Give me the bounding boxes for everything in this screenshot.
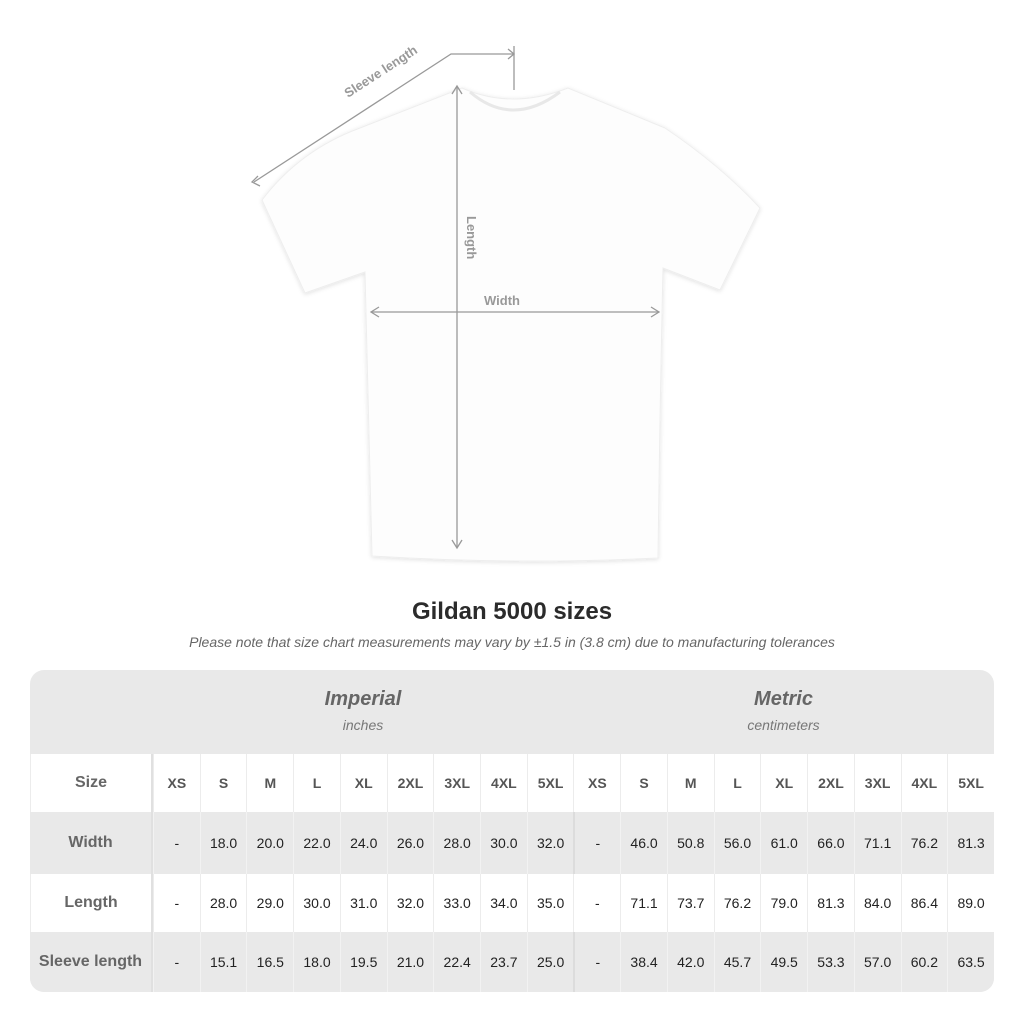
value-cell-metric: 81.3: [807, 874, 854, 932]
value-cell-metric: 79.0: [760, 874, 807, 932]
value-cell-metric: 38.4: [620, 932, 667, 992]
value-cell-metric: 76.2: [900, 812, 948, 874]
size-table: Imperial inches Metric centimeters Size X…: [30, 670, 994, 992]
value-cell-metric: -: [573, 932, 620, 992]
value-cell-imperial: 29.0: [246, 874, 293, 932]
value-cell-metric: 76.2: [713, 874, 761, 932]
value-cell-imperial: 30.0: [480, 812, 527, 874]
value-cell-imperial: 35.0: [526, 874, 574, 932]
value-cell-metric: 71.1: [620, 874, 667, 932]
value-cell-imperial: 28.0: [199, 874, 247, 932]
value-cell-metric: 42.0: [666, 932, 714, 992]
value-cell-metric: 46.0: [620, 812, 667, 874]
value-cell-imperial: 33.0: [433, 874, 480, 932]
row-label: Length: [30, 874, 153, 932]
value-cell-metric: 49.5: [760, 932, 807, 992]
value-cell-imperial: 21.0: [386, 932, 434, 992]
value-cell-metric: 60.2: [900, 932, 948, 992]
size-header-metric: 3XL: [853, 754, 901, 812]
value-cell-imperial: -: [153, 932, 200, 992]
value-cell-metric: 53.3: [807, 932, 854, 992]
value-cell-imperial: -: [153, 874, 200, 932]
value-cell-imperial: 24.0: [339, 812, 387, 874]
imperial-header: Imperial inches: [153, 670, 573, 754]
value-cell-imperial: 19.5: [339, 932, 387, 992]
value-cell-imperial: 26.0: [386, 812, 434, 874]
size-header-imperial: M: [246, 754, 293, 812]
value-cell-metric: 89.0: [947, 874, 994, 932]
length-label: Length: [464, 216, 479, 259]
value-cell-metric: 61.0: [760, 812, 807, 874]
value-cell-metric: 66.0: [807, 812, 854, 874]
value-cell-imperial: -: [153, 812, 200, 874]
size-header-imperial: 2XL: [386, 754, 434, 812]
size-header-metric: M: [666, 754, 714, 812]
sleeve-label: Sleeve length: [341, 42, 420, 100]
value-cell-imperial: 34.0: [480, 874, 527, 932]
page-title: Gildan 5000 sizes: [411, 598, 613, 625]
value-cell-metric: 45.7: [713, 932, 761, 992]
tshirt-shape: [261, 87, 761, 562]
value-cell-metric: 56.0: [713, 812, 761, 874]
value-cell-metric: 71.1: [853, 812, 901, 874]
value-cell-imperial: 32.0: [526, 812, 574, 874]
metric-label: Metric: [754, 688, 813, 710]
value-cell-imperial: 31.0: [339, 874, 387, 932]
width-label: Width: [484, 293, 520, 308]
size-header-metric: S: [620, 754, 667, 812]
value-cell-metric: -: [573, 812, 620, 874]
value-cell-metric: 86.4: [900, 874, 948, 932]
row-label: Width: [30, 812, 153, 874]
value-cell-imperial: 18.0: [199, 812, 247, 874]
value-cell-imperial: 18.0: [293, 932, 340, 992]
metric-header: Metric centimeters: [573, 670, 994, 754]
value-cell-imperial: 25.0: [526, 932, 574, 992]
size-header-imperial: XS: [153, 754, 200, 812]
value-cell-metric: 63.5: [947, 932, 994, 992]
imperial-unit: inches: [342, 717, 384, 733]
size-header-imperial: S: [199, 754, 247, 812]
row-label: Sleeve length: [30, 932, 153, 992]
size-header-row: Size XS S M L XL 2XL 3XL 4XL 5XL XS S M L XL 2XL 3XL 4XL 5…: [30, 754, 994, 812]
size-header-metric: 5XL: [947, 754, 994, 812]
value-cell-metric: 84.0: [853, 874, 901, 932]
size-header-metric: L: [713, 754, 761, 812]
value-cell-metric: -: [573, 874, 620, 932]
size-header-imperial: XL: [339, 754, 387, 812]
value-cell-imperial: 15.1: [199, 932, 247, 992]
table-row: Width -18.0 20.0 22.0 24.0 26.0 28.0 30.0 32.0-4…: [30, 812, 994, 874]
size-header-metric: 2XL: [807, 754, 854, 812]
sleeve-measure-line: [253, 53, 514, 183]
size-header-imperial: 4XL: [480, 754, 527, 812]
value-cell-imperial: 16.5: [246, 932, 293, 992]
value-cell-imperial: 22.4: [433, 932, 480, 992]
value-cell-imperial: 32.0: [386, 874, 434, 932]
value-cell-metric: 50.8: [666, 812, 714, 874]
table-row: Sleeve length -15.1 16.5 18.0 19.5 21.0 22.4 23…: [30, 932, 994, 992]
value-cell-imperial: 20.0: [246, 812, 293, 874]
metric-unit: centimeters: [747, 717, 820, 733]
size-header-metric: XS: [573, 754, 620, 812]
size-header-imperial: 5XL: [526, 754, 574, 812]
size-header-metric: 4XL: [900, 754, 948, 812]
value-cell-imperial: 23.7: [480, 932, 527, 992]
imperial-label: Imperial: [324, 688, 402, 710]
value-cell-metric: 57.0: [853, 932, 901, 992]
size-label: Size: [30, 754, 153, 812]
table-row: Length -28.0 29.0 30.0 31.0 32.0 33.0 34.0 35.0-…: [30, 874, 994, 932]
tshirt-diagram: Sleeve length Length Width: [250, 42, 761, 562]
value-cell-imperial: 28.0: [433, 812, 480, 874]
value-cell-imperial: 30.0: [293, 874, 340, 932]
size-header-imperial: 3XL: [433, 754, 480, 812]
value-cell-metric: 81.3: [947, 812, 994, 874]
value-cell-metric: 73.7: [666, 874, 714, 932]
size-header-imperial: L: [293, 754, 340, 812]
tolerance-note: Please note that size chart measurements…: [189, 634, 835, 650]
value-cell-imperial: 22.0: [293, 812, 340, 874]
size-header-metric: XL: [760, 754, 807, 812]
